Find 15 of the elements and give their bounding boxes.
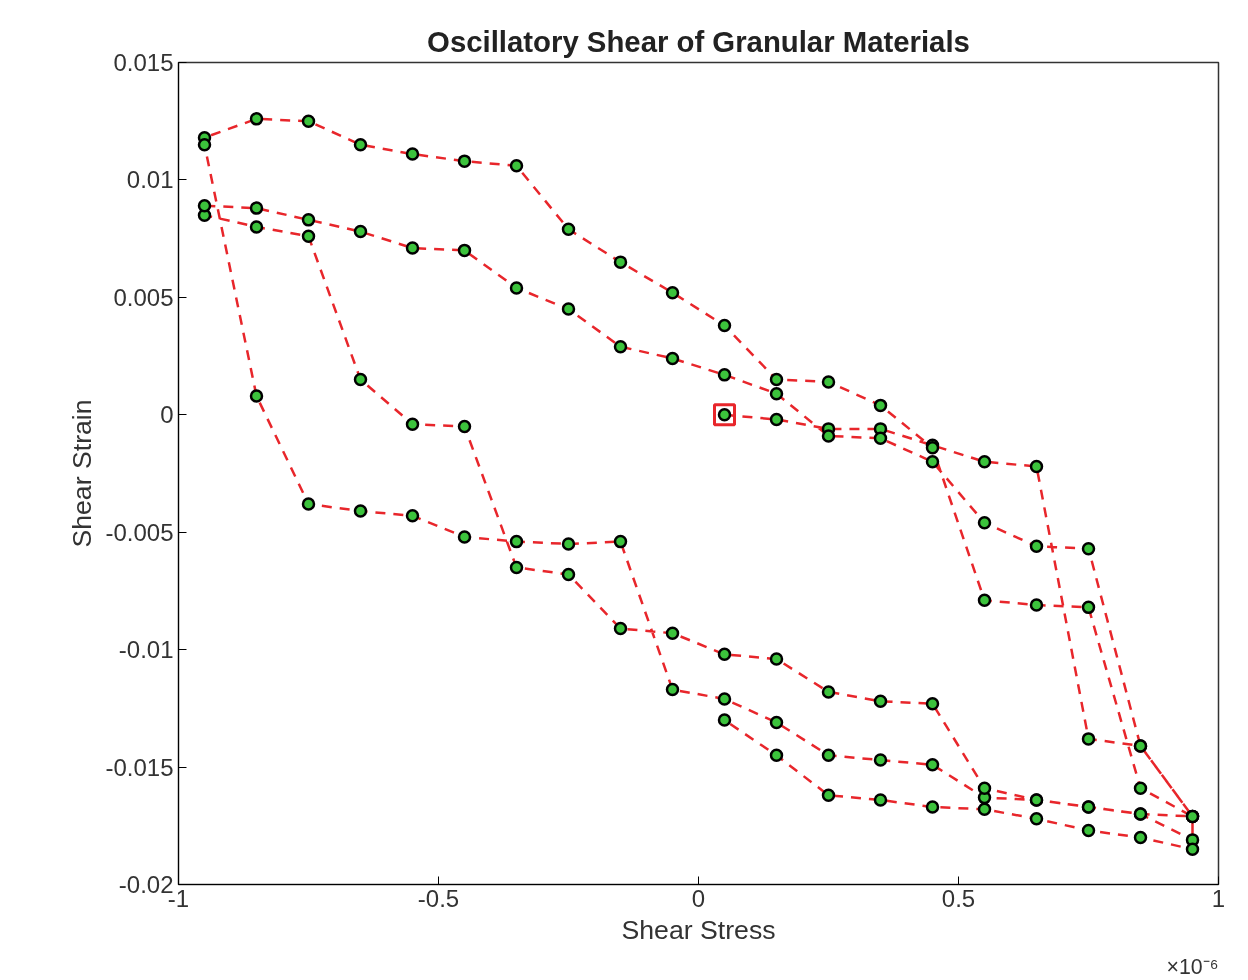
x-tick-label: 0.5 [941,884,976,912]
text: ×10⁻⁶ [1166,954,1219,979]
y-tick-label: -0.01 [118,636,174,664]
y-axis-title: Shear Strain [67,399,98,548]
y-tick-label: 0 [160,401,174,429]
x-tick-label: -0.5 [417,884,460,912]
y-tick-label: 0.015 [113,49,174,76]
y-tick-label: -0.015 [105,753,174,781]
x-tick-label: 0 [691,884,706,912]
x-axis-title: Shear Stress [621,914,776,945]
chart-title: Oscillatory Shear of Granular Materials [427,24,970,58]
y-tick-label: 0.005 [113,283,174,311]
y-tick-label: -0.005 [105,518,174,546]
x-tick-label: 1 [1211,884,1226,912]
y-tick-label: 0.01 [126,166,174,194]
